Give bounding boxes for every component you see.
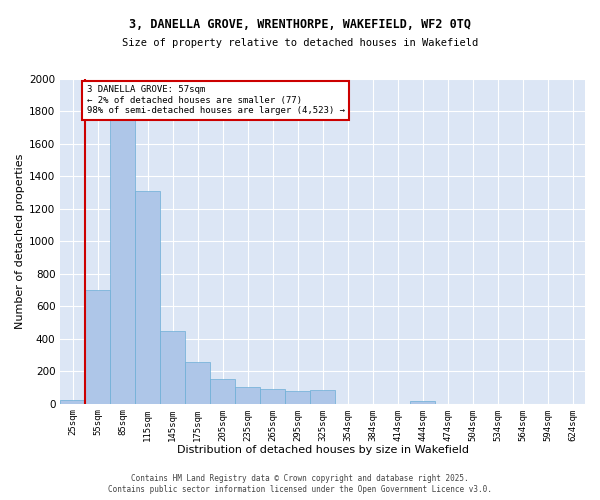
Bar [235,386,260,404]
Bar [110,100,135,404]
X-axis label: Distribution of detached houses by size in Wakefield: Distribution of detached houses by size … [176,445,469,455]
Text: 3, DANELLA GROVE, WRENTHORPE, WAKEFIELD, WF2 0TQ: 3, DANELLA GROVE, WRENTHORPE, WAKEFIELD,… [129,18,471,30]
Text: Contains HM Land Registry data © Crown copyright and database right 2025.
Contai: Contains HM Land Registry data © Crown c… [108,474,492,494]
Bar [285,390,310,404]
Text: Size of property relative to detached houses in Wakefield: Size of property relative to detached ho… [122,38,478,48]
Bar [185,362,210,404]
Bar [410,401,435,404]
Bar [85,290,110,404]
Bar [260,389,285,404]
Bar [60,400,85,404]
Bar [135,191,160,404]
Y-axis label: Number of detached properties: Number of detached properties [15,154,25,329]
Bar [310,390,335,404]
Text: 3 DANELLA GROVE: 57sqm
← 2% of detached houses are smaller (77)
98% of semi-deta: 3 DANELLA GROVE: 57sqm ← 2% of detached … [86,86,344,116]
Bar [210,380,235,404]
Bar [160,330,185,404]
